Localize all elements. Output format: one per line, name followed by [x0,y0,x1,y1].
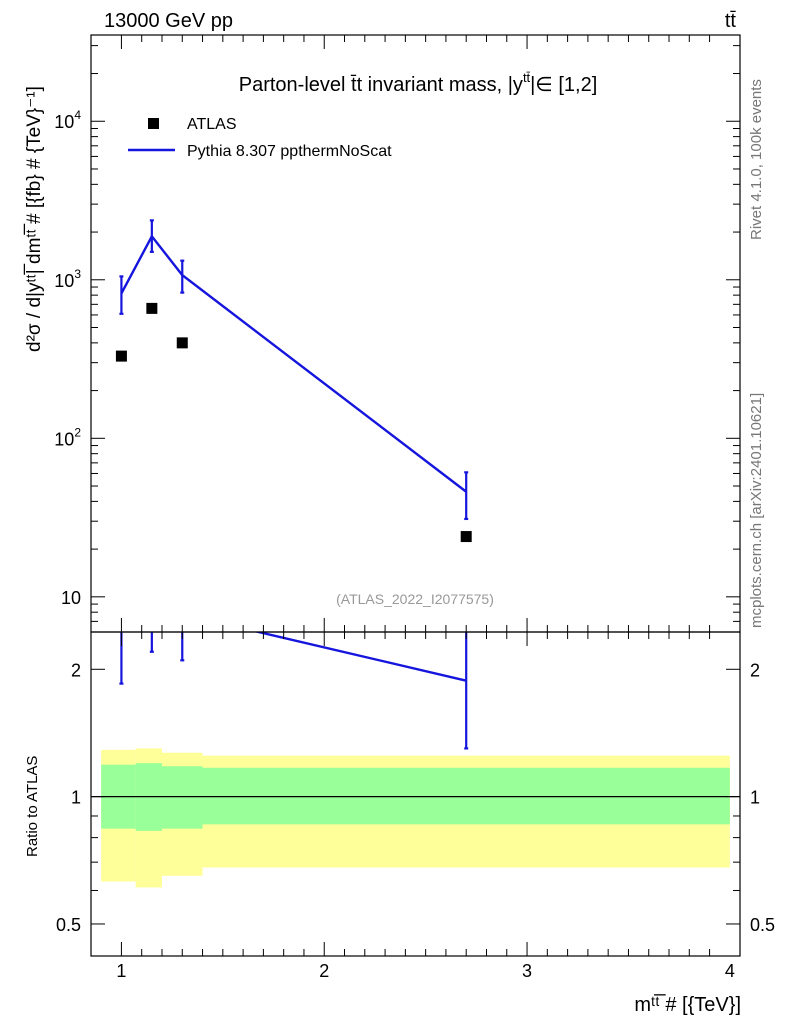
ratio-y-tick-label-left: 2 [71,660,81,680]
title-text: Parton-level t̄t invariant mass, |y [239,74,523,96]
main-plot-title: Parton-level t̄t invariant mass, |ytt̄|∈… [239,70,598,96]
main-plot-panel: 10 102 103 104 Parton-level t̄t invariant m… [24,34,741,633]
main-data-marks [115,219,472,543]
mcplots-source-label: mcplots.cern.ch [arXiv:2401.10621] [748,393,765,628]
x-tick-label: 1 [116,961,126,981]
ratio-y-tick-label-right: 2 [750,660,760,680]
ratio-y-tick-label-right: 1 [750,788,760,808]
x-axis-label: mᵗᵗ̅ # [{TeV}] [634,993,741,1016]
ratio-y-tick-label-right: 0.5 [750,915,775,935]
legend-atlas-label: ATLAS [187,116,237,133]
ratio-uncertainty-bands [101,748,730,888]
legend-pythia-label: Pythia 8.307 ppthermNoScat [187,143,392,160]
ratio-x-tick-labels: 1 2 3 4 [116,961,734,981]
main-y-tick-label: 104 [54,108,81,132]
title-superscript: tt̄ [523,70,531,85]
legend-atlas-marker [148,118,159,129]
atlas-data-point [115,350,127,362]
ratio-pythia-line [253,632,467,682]
header-energy-label: 13000 GeV pp [104,10,233,32]
main-axis-ticks [91,35,740,633]
legend: ATLAS Pythia 8.307 ppthermNoScat [128,116,392,160]
pythia-series-line [120,234,467,493]
atlas-data-point [176,337,188,349]
main-y-tick-label: 102 [54,425,81,449]
ratio-plot-frame [90,631,741,957]
atlas-data-point [146,302,158,314]
main-y-tick-labels: 10 102 103 104 [54,108,81,608]
ratio-y-tick-label-left: 1 [71,788,81,808]
ratio-data-marks [119,632,469,750]
header-process-label: tt̄ [725,10,737,32]
x-tick-label: 2 [319,961,329,981]
x-tick-label: 3 [522,961,532,981]
ratio-plot-panel: 0.5 0.5 1 1 2 2 1 2 3 4 Ratio to ATLAS mᵗᵗ̅ # [{… [24,631,775,1016]
ratio-axis-ticks [91,632,740,956]
ratio-y-axis-label: Ratio to ATLAS [24,756,41,857]
ratio-y-tick-labels: 0.5 0.5 1 1 2 2 [56,660,775,935]
title-tail: |∈ [1,2] [530,74,597,96]
main-y-tick-label: 10 [61,588,81,608]
ratio-inner-band [161,766,203,829]
analysis-watermark: (ATLAS_2022_I2077575) [336,591,494,607]
main-y-axis-label: d²σ / d|yᵗᵗ|̅ dmᵗᵗ̅ # [{fb} # {TeV}⁻¹] [24,86,45,352]
rivet-version-label: Rivet 4.1.0, 100k events [748,79,765,240]
x-tick-label: 4 [725,961,735,981]
main-y-tick-label: 103 [54,267,81,291]
ratio-y-tick-label-left: 0.5 [56,915,81,935]
atlas-data-point [460,531,472,543]
